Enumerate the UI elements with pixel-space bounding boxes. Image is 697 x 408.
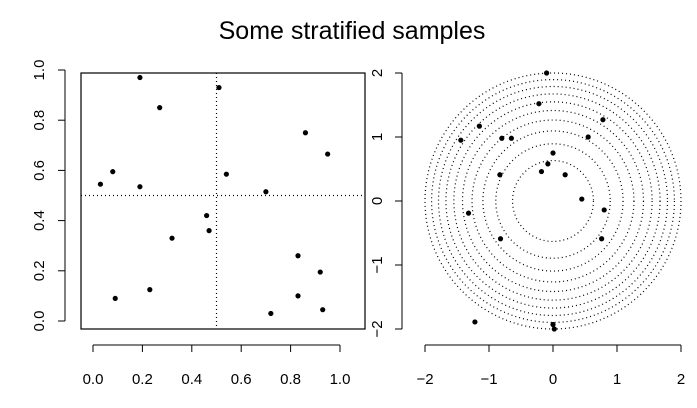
x-tick-label: −1	[480, 371, 497, 388]
plot-frame	[80, 72, 366, 330]
stratum-ring	[495, 143, 611, 259]
sample-point	[551, 326, 557, 332]
y-tick-label: 1.0	[31, 60, 48, 81]
sample-point	[216, 84, 222, 91]
stratum-ring	[437, 85, 669, 317]
sample-point	[320, 307, 326, 313]
sample-point	[295, 293, 301, 299]
sample-point	[536, 101, 542, 107]
sample-point	[599, 236, 605, 242]
sample-point	[544, 70, 550, 76]
sample-point	[550, 150, 556, 156]
sample-point	[601, 207, 607, 213]
sample-point	[585, 134, 591, 140]
sample-point	[545, 161, 551, 167]
sample-point	[579, 196, 585, 202]
x-tick-label: 0	[549, 371, 557, 388]
stratum-ring	[453, 101, 653, 301]
y-tick-label: 0.0	[31, 311, 48, 332]
y-tick-label: −1	[369, 256, 386, 273]
sample-point	[147, 287, 153, 293]
x-tick-label: 0.6	[231, 371, 252, 388]
sample-point	[508, 135, 514, 141]
sample-point	[169, 235, 175, 241]
x-tick-label: 0.2	[132, 371, 153, 388]
stratum-ring	[511, 159, 595, 243]
sample-point	[562, 172, 568, 178]
sample-point	[295, 253, 301, 259]
y-tick-label: 2	[369, 69, 386, 77]
sample-point	[472, 319, 478, 325]
y-tick-label: 0.8	[31, 110, 48, 131]
x-tick-label: 0.0	[83, 371, 104, 388]
sample-point	[268, 310, 274, 317]
stratum-ring	[430, 78, 676, 324]
sample-point	[458, 137, 464, 143]
sample-point	[325, 151, 331, 157]
x-tick-label: 1.0	[330, 371, 351, 388]
stratum-ring	[445, 93, 661, 309]
sample-point	[476, 123, 482, 129]
sample-point	[204, 212, 210, 219]
sample-point	[137, 74, 143, 81]
sample-point	[112, 295, 118, 302]
sample-point	[465, 210, 472, 216]
x-tick-label: 0.4	[181, 371, 202, 388]
stratum-ring	[424, 72, 682, 330]
sample-point	[137, 184, 143, 190]
sample-point	[157, 105, 163, 111]
y-tick-label: 1	[369, 133, 386, 141]
sample-point	[263, 189, 269, 195]
sample-point	[497, 236, 504, 242]
x-tick-label: 2	[677, 371, 685, 388]
x-tick-label: −2	[416, 371, 433, 388]
x-tick-label: 1	[613, 371, 621, 388]
y-tick-label: 0.2	[31, 260, 48, 281]
sample-point	[550, 321, 556, 328]
x-tick-label: 0.8	[280, 371, 301, 388]
chart-title: Some stratified samples	[219, 17, 486, 45]
stratum-ring	[482, 130, 624, 272]
sample-point	[317, 269, 323, 275]
sample-point	[302, 130, 309, 136]
sample-point	[97, 181, 104, 187]
y-tick-label: −2	[369, 320, 386, 337]
sample-point	[223, 171, 229, 177]
stratum-ring	[461, 109, 645, 293]
panel-left: 0.0 0.2 0.4 0.6 0.8 1.0 0.0 0.2 0.4 0.6 0.8 1.0	[31, 60, 366, 388]
sample-point	[206, 228, 212, 234]
sample-point	[499, 135, 505, 141]
panel-right: −2 −1 0 1 2 −2 −1 0 1 2	[369, 69, 685, 388]
sample-point	[600, 117, 606, 123]
stratum-ring	[471, 119, 635, 283]
sample-point	[110, 169, 116, 175]
y-tick-label: 0.6	[31, 160, 48, 181]
y-tick-label: 0	[369, 197, 386, 205]
y-tick-label: 0.4	[31, 210, 48, 231]
sample-point	[497, 172, 503, 178]
sample-point	[538, 168, 545, 175]
